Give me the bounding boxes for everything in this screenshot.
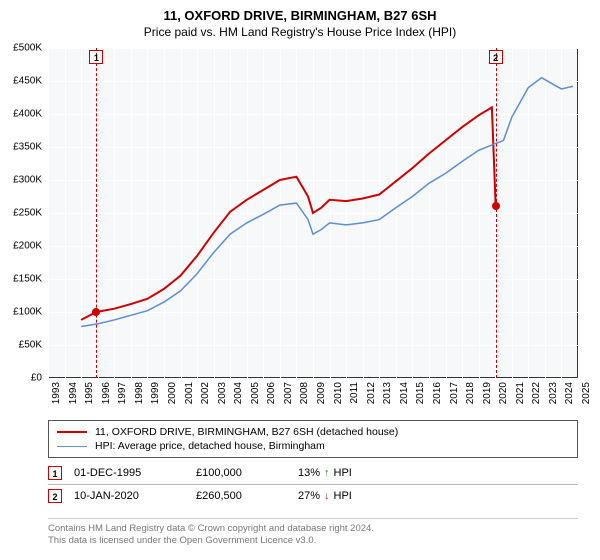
y-tick-label: £50K bbox=[0, 340, 42, 351]
series-line-price_paid bbox=[81, 107, 496, 320]
title-address: 11, OXFORD DRIVE, BIRMINGHAM, B27 6SH bbox=[0, 8, 600, 23]
x-tick-label: 2018 bbox=[465, 382, 476, 404]
arrow-up-icon: ↑ bbox=[324, 467, 330, 479]
arrow-down-icon: ↓ bbox=[324, 490, 330, 502]
x-tick-label: 2022 bbox=[531, 382, 542, 404]
event-pct-vs-hpi: 27%↓HPI bbox=[298, 490, 388, 502]
sale-event-row: 1 01-DEC-1995 £100,000 13%↑HPI bbox=[48, 462, 578, 485]
x-tick-label: 2008 bbox=[299, 382, 310, 404]
x-tick-label: 2019 bbox=[482, 382, 493, 404]
x-tick-label: 2017 bbox=[449, 382, 460, 404]
x-tick-label: 1999 bbox=[150, 382, 161, 404]
event-date: 10-JAN-2020 bbox=[74, 490, 184, 502]
x-tick-label: 2015 bbox=[415, 382, 426, 404]
x-tick-label: 2024 bbox=[564, 382, 575, 404]
x-tick-label: 2020 bbox=[498, 382, 509, 404]
footer-attribution: Contains HM Land Registry data © Crown c… bbox=[48, 518, 578, 548]
x-tick-label: 2009 bbox=[316, 382, 327, 404]
x-tick-label: 2010 bbox=[333, 382, 344, 404]
x-tick-label: 1994 bbox=[68, 382, 79, 404]
x-tick-label: 1997 bbox=[117, 382, 128, 404]
y-tick-label: £200K bbox=[0, 241, 42, 252]
sale-marker-label: 2 bbox=[489, 50, 503, 64]
sale-marker-line bbox=[96, 48, 97, 378]
y-tick-label: £0 bbox=[0, 373, 42, 384]
y-tick-label: £450K bbox=[0, 76, 42, 87]
event-price: £260,500 bbox=[196, 490, 286, 502]
x-tick-label: 2013 bbox=[382, 382, 393, 404]
legend-swatch bbox=[57, 446, 87, 447]
x-tick-label: 2014 bbox=[399, 382, 410, 404]
chart-legend: 11, OXFORD DRIVE, BIRMINGHAM, B27 6SH (d… bbox=[48, 420, 578, 458]
chart-area: 12 £0£50K£100K£150K£200K£250K£300K£350K£… bbox=[48, 48, 578, 378]
chart-title-block: 11, OXFORD DRIVE, BIRMINGHAM, B27 6SH Pr… bbox=[0, 0, 600, 39]
x-tick-label: 2002 bbox=[200, 382, 211, 404]
y-tick-label: £300K bbox=[0, 175, 42, 186]
x-tick-label: 2006 bbox=[266, 382, 277, 404]
legend-item: HPI: Average price, detached house, Birm… bbox=[57, 439, 569, 453]
legend-label: 11, OXFORD DRIVE, BIRMINGHAM, B27 6SH (d… bbox=[95, 426, 398, 438]
x-tick-label: 1993 bbox=[51, 382, 62, 404]
x-tick-label: 2005 bbox=[250, 382, 261, 404]
x-tick-label: 2003 bbox=[217, 382, 228, 404]
sale-event-row: 2 10-JAN-2020 £260,500 27%↓HPI bbox=[48, 485, 578, 507]
footer-line1: Contains HM Land Registry data © Crown c… bbox=[48, 523, 578, 535]
sale-point-dot bbox=[92, 308, 100, 316]
sale-events-table: 1 01-DEC-1995 £100,000 13%↑HPI 2 10-JAN-2020 £… bbox=[48, 462, 578, 507]
sale-point-dot bbox=[492, 202, 500, 210]
x-tick-label: 1995 bbox=[84, 382, 95, 404]
legend-swatch bbox=[57, 431, 87, 433]
y-tick-label: £250K bbox=[0, 208, 42, 219]
event-pct-vs-hpi: 13%↑HPI bbox=[298, 467, 388, 479]
x-tick-label: 2016 bbox=[432, 382, 443, 404]
y-tick-label: £400K bbox=[0, 109, 42, 120]
legend-label: HPI: Average price, detached house, Birm… bbox=[95, 440, 325, 452]
legend-item: 11, OXFORD DRIVE, BIRMINGHAM, B27 6SH (d… bbox=[57, 425, 569, 439]
title-subtitle: Price paid vs. HM Land Registry's House … bbox=[0, 25, 600, 39]
gridline-h bbox=[48, 378, 578, 379]
sale-marker-line bbox=[496, 48, 497, 378]
gridline-v bbox=[578, 48, 579, 378]
x-tick-label: 2011 bbox=[349, 382, 360, 404]
x-tick-label: 2021 bbox=[515, 382, 526, 404]
x-tick-label: 2004 bbox=[233, 382, 244, 404]
x-tick-label: 2023 bbox=[548, 382, 559, 404]
x-tick-label: 1996 bbox=[101, 382, 112, 404]
y-tick-label: £500K bbox=[0, 43, 42, 54]
y-tick-label: £150K bbox=[0, 274, 42, 285]
y-tick-label: £350K bbox=[0, 142, 42, 153]
x-tick-label: 1998 bbox=[134, 382, 145, 404]
sale-marker-label: 1 bbox=[89, 50, 103, 64]
y-tick-label: £100K bbox=[0, 307, 42, 318]
x-tick-label: 2007 bbox=[283, 382, 294, 404]
x-tick-label: 2001 bbox=[184, 382, 195, 404]
event-marker-box: 1 bbox=[48, 466, 62, 480]
x-tick-label: 2012 bbox=[366, 382, 377, 404]
line-series-svg bbox=[48, 48, 578, 378]
x-tick-label: 2000 bbox=[167, 382, 178, 404]
event-price: £100,000 bbox=[196, 467, 286, 479]
event-marker-box: 2 bbox=[48, 489, 62, 503]
event-date: 01-DEC-1995 bbox=[74, 467, 184, 479]
footer-line2: This data is licensed under the Open Gov… bbox=[48, 535, 578, 547]
x-tick-label: 2025 bbox=[581, 382, 592, 404]
